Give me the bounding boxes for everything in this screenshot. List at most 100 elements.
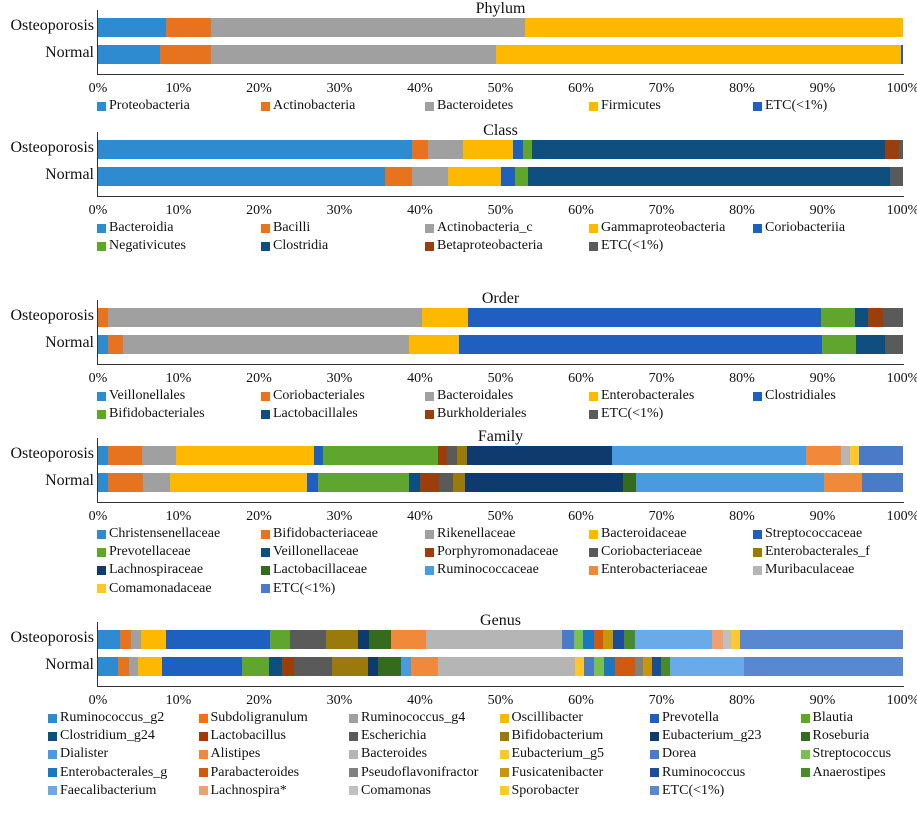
bar-segment-bacteroidaceae — [169, 473, 308, 492]
legend-item: Subdoligranulum — [198, 710, 308, 726]
x-tick-label: 60% — [568, 693, 594, 708]
stacked-bar-normal — [98, 45, 903, 64]
bar-segment-rikenellaceae — [142, 446, 176, 465]
legend-swatch-icon — [650, 749, 659, 759]
x-tick-label: 40% — [407, 203, 433, 218]
bar-segment-lactobacillaceae — [622, 473, 636, 492]
legend-item: ETC(<1%) — [589, 238, 663, 254]
legend-swatch-icon — [425, 241, 434, 251]
category-label: Normal — [45, 334, 94, 351]
x-tick-label: 50% — [487, 81, 514, 96]
bar-segment-enterobacteriaceae — [823, 473, 862, 492]
bar-segment-bacteroidia — [98, 167, 385, 186]
legend-item: Roseburia — [800, 728, 869, 744]
bar-segment-bacteroidales — [107, 308, 423, 327]
legend-swatch-icon — [499, 713, 509, 723]
legend-swatch-icon — [425, 529, 434, 539]
bar-segment-bacteroidia — [98, 140, 412, 159]
legend-label: Betaproteobacteria — [437, 238, 543, 254]
bar-segment-muribaculaceae — [840, 446, 850, 465]
category-label: Osteoporosis — [10, 139, 94, 156]
legend-label: Ruminococcus — [662, 764, 746, 780]
legend-swatch-icon — [198, 731, 208, 741]
legend-item: Streptococcus — [800, 746, 891, 762]
bar-segment-etc-1 — [859, 446, 903, 465]
bar-segment-christensenellaceae — [98, 473, 109, 492]
legend-item: Betaproteobacteria — [425, 238, 543, 254]
x-tick-label: 80% — [729, 693, 755, 708]
bar-segment-ruminococcus-g4 — [129, 657, 139, 676]
bar-segment-eubacterium-g23 — [357, 630, 370, 649]
bar-segment-bacteroides — [425, 630, 563, 649]
legend-item: Faecalibacterium — [48, 783, 156, 799]
legend-item: Bacteroidaceae — [589, 526, 687, 542]
legend-item: Lactobacillales — [261, 406, 358, 422]
bar-segment-bifidobacterium — [325, 630, 358, 649]
x-tick-label: 80% — [729, 371, 755, 386]
legend-item: Clostridiales — [753, 388, 836, 404]
legend-swatch-icon — [589, 529, 598, 539]
legend-item: Clostridium_g24 — [48, 728, 155, 744]
bar-segment-firmicutes — [496, 45, 901, 64]
chart-title: Order — [481, 290, 520, 307]
legend-label: Bacteroidetes — [437, 98, 514, 113]
x-tick-label: 40% — [407, 509, 433, 524]
bar-segment-etc-1 — [882, 308, 903, 327]
bar-segment-bifidobacteriaceae — [108, 446, 143, 465]
x-axis-line — [97, 196, 904, 197]
legend-swatch-icon — [589, 241, 598, 251]
legend-item: Proteobacteria — [97, 98, 190, 114]
legend-item: Bacteroidia — [97, 220, 174, 236]
legend-swatch-icon — [349, 713, 358, 723]
legend-item: Lachnospira* — [198, 783, 287, 799]
bar-segment-burkholderiales — [868, 308, 883, 327]
bar-segment-anaerostipes — [624, 630, 635, 649]
bar-segment-coriobacteriaceae — [439, 473, 453, 492]
stacked-bar-osteoporosis — [98, 308, 903, 327]
legend-label: Pseudoflavonifractor — [361, 764, 479, 780]
bar-segment-coriobacteriales — [98, 308, 108, 327]
bar-segment-pseudoflavonifractor — [634, 657, 643, 676]
x-tick-label: 20% — [246, 371, 272, 386]
x-tick-label: 90% — [809, 203, 836, 218]
legend-swatch-icon — [753, 223, 762, 233]
legend-swatch-icon — [97, 223, 106, 233]
legend-item: Dorea — [650, 746, 696, 762]
legend-swatch-icon — [349, 749, 358, 759]
bar-segment-coriobacteriaceae — [447, 446, 457, 465]
bar-segment-gammaproteobacteria — [448, 167, 502, 186]
legend-item: Bacteroides — [349, 746, 427, 762]
legend-label: Faecalibacterium — [60, 782, 157, 798]
x-axis-line — [97, 74, 904, 75]
legend-label: Veillonellales — [109, 388, 186, 403]
legend-swatch-icon — [650, 713, 659, 723]
bar-segment-prevotellaceae — [322, 446, 438, 465]
legend-swatch-icon — [753, 565, 762, 575]
legend-item: Fusicatenibacter — [499, 765, 603, 781]
bar-segment-proteobacteria — [98, 45, 160, 64]
bar-segment-alistipes — [390, 630, 426, 649]
legend-label: Muribaculaceae — [765, 562, 855, 578]
bar-segment-proteobacteria — [98, 18, 166, 37]
legend-item: Comamonas — [349, 783, 431, 799]
legend-label: Clostridiales — [765, 388, 836, 403]
legend-label: Lactobacillales — [273, 406, 358, 422]
chart-title: Class — [483, 122, 518, 139]
legend-swatch-icon — [589, 565, 598, 575]
legend-swatch-icon — [349, 731, 358, 741]
legend-item: ETC(<1%) — [589, 406, 663, 422]
legend-label: Veillonellaceae — [273, 544, 359, 560]
bar-segment-ruminococcus-g4 — [131, 630, 141, 649]
y-axis-line — [97, 622, 98, 686]
bar-segment-prevotellaceae — [317, 473, 410, 492]
x-tick-label: 100% — [886, 203, 917, 218]
bar-segment-lachnospiraceae — [467, 446, 613, 465]
legend-item: Enterobacterales — [589, 388, 694, 404]
category-label: Osteoporosis — [10, 307, 94, 324]
legend-label: Alistipes — [210, 746, 261, 762]
legend-item: Escherichia — [349, 728, 426, 744]
chart-order: Order Osteoporosis Normal 0% 10% 20% 30% 40% 50%… — [0, 290, 917, 490]
legend-item: Enterobacterales_g — [48, 765, 167, 781]
bar-segment-faecalibacterium — [670, 657, 745, 676]
x-tick-label: 60% — [568, 203, 594, 218]
